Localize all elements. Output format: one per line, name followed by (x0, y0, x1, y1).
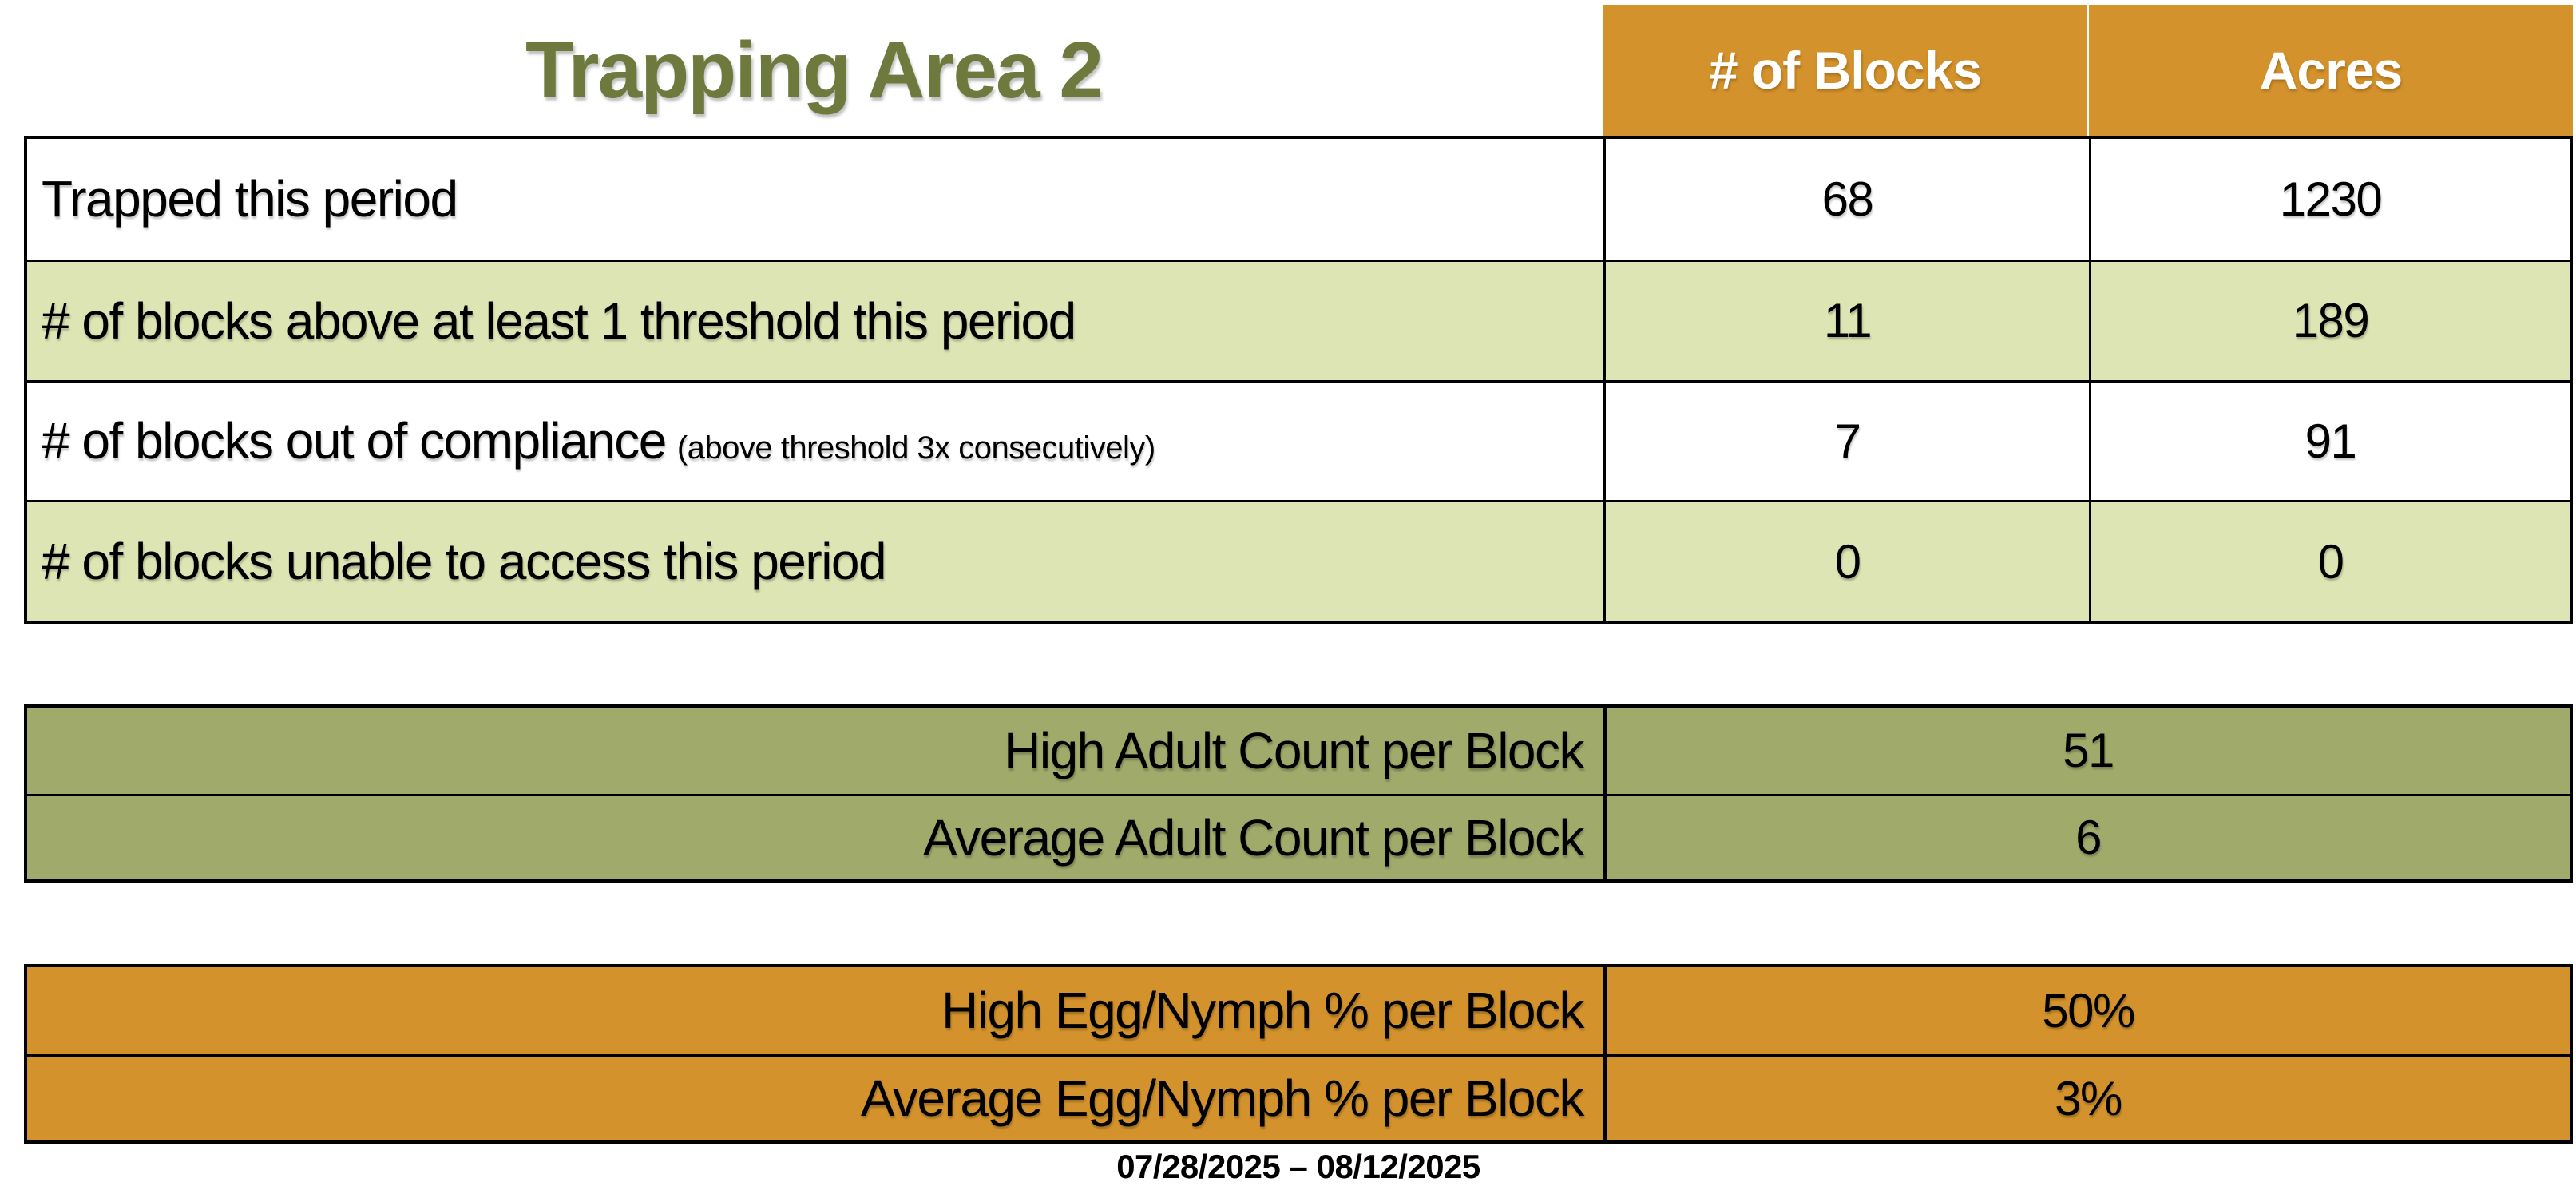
date-range: 07/28/2025 – 08/12/2025 (1116, 1148, 1480, 1185)
value-high-adult-count: 51 (1603, 708, 2570, 794)
row-label-out-of-compliance: # of blocks out of compliance (above thre… (27, 379, 1603, 501)
label-average-adult-count: Average Adult Count per Block (27, 793, 1603, 879)
value-average-adult-count: 6 (1603, 793, 2570, 879)
cell-unable-to-access-acres: 0 (2089, 500, 2570, 621)
summary-table: Trapped this period 68 1230 # of blocks … (24, 136, 2573, 624)
value-average-egg-nymph: 3% (1603, 1053, 2570, 1140)
row-note-out-of-compliance: (above threshold 3x consecutively) (676, 430, 1155, 466)
cell-out-of-compliance-blocks: 7 (1603, 379, 2089, 501)
column-header-acres-label: Acres (2259, 41, 2403, 100)
row-label-out-of-compliance-text: # of blocks out of compliance (42, 412, 667, 470)
row-label-unable-to-access: # of blocks unable to access this period (27, 500, 1603, 621)
cell-unable-to-access-blocks: 0 (1603, 500, 2089, 621)
row-label-above-threshold-text: # of blocks above at least 1 threshold t… (42, 292, 1076, 350)
page-title: Trapping Area 2 (525, 25, 1104, 115)
label-high-egg-nymph: High Egg/Nymph % per Block (27, 967, 1603, 1054)
cell-out-of-compliance-acres: 91 (2089, 379, 2570, 501)
adult-count-table: High Adult Count per Block 51 Average Ad… (24, 704, 2573, 883)
row-label-unable-to-access-text: # of blocks unable to access this period (42, 533, 887, 591)
cell-trapped-acres: 1230 (2089, 139, 2570, 260)
value-high-egg-nymph: 50% (1603, 967, 2570, 1054)
label-high-adult-count: High Adult Count per Block (27, 708, 1603, 794)
cell-above-threshold-acres: 189 (2089, 259, 2570, 380)
cell-trapped-blocks: 68 (1603, 139, 2089, 260)
row-label-trapped: Trapped this period (27, 139, 1603, 260)
row-label-above-threshold: # of blocks above at least 1 threshold t… (27, 259, 1603, 380)
column-header-blocks-label: # of Blocks (1708, 41, 1982, 100)
egg-nymph-table: High Egg/Nymph % per Block 50% Average E… (24, 964, 2573, 1144)
cell-above-threshold-blocks: 11 (1603, 259, 2089, 380)
column-header-acres: Acres (2089, 5, 2573, 136)
row-label-trapped-text: Trapped this period (42, 170, 458, 228)
label-average-egg-nymph: Average Egg/Nymph % per Block (27, 1053, 1603, 1140)
row-label-out-of-compliance-wrap: # of blocks out of compliance (above thre… (42, 411, 1155, 470)
column-header-blocks: # of Blocks (1603, 5, 2087, 136)
